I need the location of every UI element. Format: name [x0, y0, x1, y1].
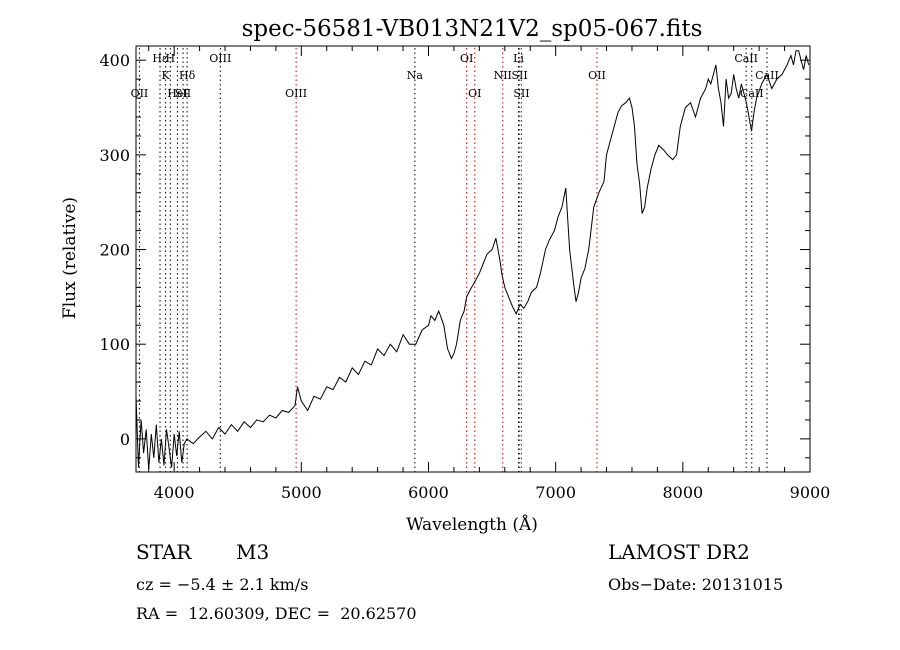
coordinates: RA = 12.60309, DEC = 20.62570	[136, 604, 417, 623]
plot-frame	[135, 45, 811, 473]
marker-label: SII	[175, 87, 191, 100]
class-label: STAR	[136, 540, 192, 564]
marker-label: K	[162, 69, 171, 82]
marker-label: OII	[588, 69, 606, 82]
axis-ticks: 4000 5000 6000 7000 8000 9000 0 100 200 300 400	[99, 46, 830, 502]
x-tick-label: 6000	[408, 483, 449, 502]
marker-label: NII	[494, 69, 512, 82]
x-tick-label: 7000	[535, 483, 576, 502]
marker-label: Hε	[152, 52, 168, 65]
chart-title: spec-56581-VB013N21V2_sp05-067.fits	[242, 16, 703, 42]
cz-value: cz = −5.4 ± 2.1 km/s	[136, 575, 309, 594]
x-tick-label: 5000	[281, 483, 322, 502]
y-tick-label: 100	[99, 335, 130, 354]
marker-label: CaII	[734, 52, 758, 65]
x-tick-label: 8000	[662, 483, 703, 502]
marker-label: OI	[468, 87, 481, 100]
y-tick-label: 300	[99, 146, 130, 165]
x-axis-label: Wavelength (Å)	[406, 514, 538, 535]
marker-label: Li	[513, 52, 524, 65]
marker-label: CaII	[740, 87, 764, 100]
marker-label: Hδ	[179, 69, 196, 82]
y-tick-label: 200	[99, 241, 130, 260]
marker-label: H	[166, 52, 176, 65]
x-tick-label: 9000	[790, 483, 831, 502]
marker-label: OIII	[285, 87, 307, 100]
marker-label: HeI	[167, 87, 187, 100]
marker-label: OIII	[209, 52, 231, 65]
y-tick-label: 0	[120, 430, 130, 449]
obs-date: Obs−Date: 20131015	[608, 575, 784, 594]
spectrum-line	[135, 50, 810, 470]
marker-label: Na	[407, 69, 424, 82]
marker-label: SII	[513, 87, 529, 100]
subclass-label: M3	[236, 540, 270, 564]
marker-label: OII	[131, 87, 149, 100]
y-axis-label: Flux (relative)	[60, 197, 80, 319]
marker-label: OI	[460, 52, 473, 65]
y-tick-label: 400	[99, 51, 130, 70]
x-tick-label: 4000	[154, 483, 195, 502]
marker-label: SII	[512, 69, 528, 82]
survey-label: LAMOST DR2	[608, 540, 750, 564]
line-markers: OIIHεKHHeISIIHδOIIIOIIINaOIOINIILiSIISII…	[131, 48, 779, 472]
